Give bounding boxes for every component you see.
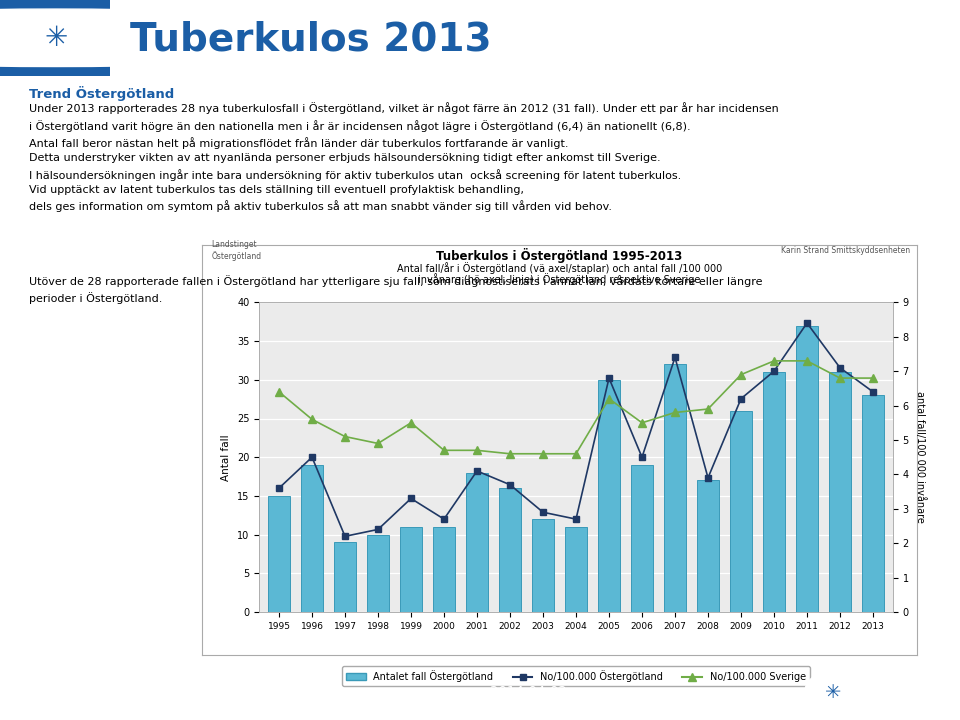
Bar (632, 465, 653, 612)
Text: Utöver de 28 rapporterade fallen i Östergötland har ytterligare sju fall, som di: Utöver de 28 rapporterade fallen i Öster… (29, 275, 762, 305)
Circle shape (0, 9, 420, 66)
Text: 2014-04-02: 2014-04-02 (490, 685, 566, 698)
Text: Landstinget
Östergötland: Landstinget Östergötland (211, 240, 261, 261)
Bar (565, 527, 587, 612)
Text: ✳: ✳ (825, 683, 841, 702)
Text: invånare (hö axel, linje) i Östergötland respektive Sverige: invånare (hö axel, linje) i Östergötland… (418, 273, 701, 284)
Bar (268, 496, 290, 612)
Bar (796, 325, 818, 612)
Y-axis label: Antal fall: Antal fall (222, 434, 231, 480)
Bar (433, 527, 455, 612)
Bar (400, 527, 421, 612)
Text: i Östergötland: i Östergötland (869, 696, 944, 708)
Bar (368, 534, 389, 612)
Bar (0, 0, 110, 76)
Bar (697, 480, 719, 612)
Bar (467, 472, 488, 612)
Bar (499, 488, 520, 612)
Bar (532, 519, 554, 612)
Text: Karin Strand Smittskyddsenheten: Karin Strand Smittskyddsenheten (780, 246, 910, 255)
Legend: Antalet fall Östergötland, No/100.000 Östergötland, No/100.000 Sverige: Antalet fall Östergötland, No/100.000 Ös… (343, 667, 809, 686)
Bar (829, 372, 851, 612)
Y-axis label: antal fall/100 000 invånare: antal fall/100 000 invånare (915, 391, 925, 523)
Bar (598, 380, 620, 612)
Bar (664, 364, 685, 612)
Text: Landstinget: Landstinget (869, 679, 948, 692)
Text: ✳: ✳ (44, 24, 67, 52)
Bar (334, 542, 356, 612)
Bar (763, 372, 784, 612)
Text: Smittskyddsenheten, Karin Strand: Smittskyddsenheten, Karin Strand (29, 685, 257, 698)
Bar (301, 465, 323, 612)
Bar (862, 395, 884, 612)
Circle shape (804, 670, 861, 715)
Bar (731, 410, 752, 612)
Text: Trend Östergötland: Trend Östergötland (29, 86, 174, 102)
Text: Antal fall/år i Östergötland (vä axel/staplar) och antal fall /100 000: Antal fall/år i Östergötland (vä axel/st… (396, 262, 722, 274)
Text: Tuberkulos 2013: Tuberkulos 2013 (130, 21, 492, 58)
Text: Under 2013 rapporterades 28 nya tuberkulosfall i Östergötland, vilket är något f: Under 2013 rapporterades 28 nya tuberkul… (29, 102, 779, 212)
Text: Tuberkulos i Östergötland 1995-2013: Tuberkulos i Östergötland 1995-2013 (436, 248, 683, 263)
